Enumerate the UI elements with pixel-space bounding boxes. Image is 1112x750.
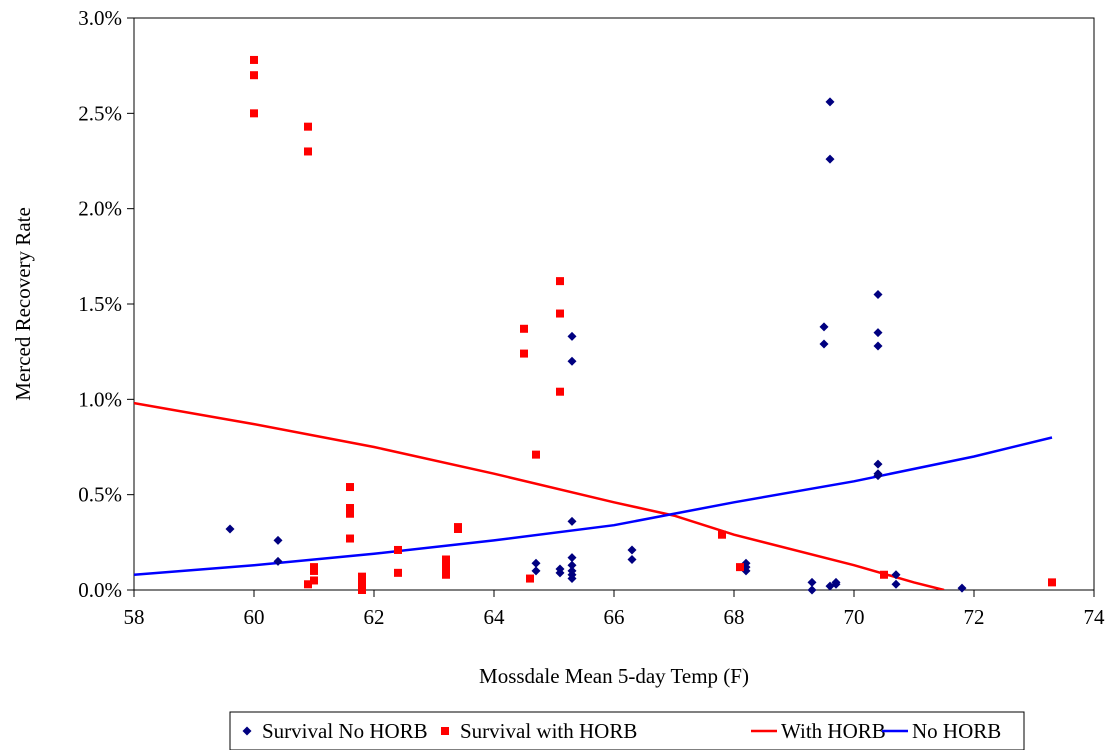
data-point — [520, 324, 528, 333]
x-tick-label: 66 — [604, 605, 625, 629]
data-point — [304, 147, 312, 156]
data-point — [873, 471, 883, 481]
y-axis-title: Merced Recovery Rate — [11, 207, 35, 401]
x-tick-label: 70 — [844, 605, 865, 629]
series-points — [250, 55, 1056, 594]
data-point — [250, 55, 258, 64]
legend-label: Survival with HORB — [460, 719, 637, 743]
data-point — [567, 553, 577, 563]
data-point — [454, 524, 462, 533]
data-point — [831, 577, 841, 587]
data-point — [736, 563, 744, 572]
data-point — [520, 349, 528, 358]
data-point — [567, 516, 577, 526]
data-point — [273, 556, 283, 566]
data-point — [394, 545, 402, 554]
data-point — [531, 558, 541, 568]
y-tick-label: 0.5% — [78, 483, 122, 507]
data-point — [346, 534, 354, 543]
data-point — [825, 154, 835, 164]
data-point — [891, 579, 901, 589]
data-point — [358, 572, 366, 581]
data-point — [346, 504, 354, 513]
data-point — [394, 568, 402, 577]
data-point — [567, 356, 577, 366]
data-point — [819, 339, 829, 349]
data-point — [718, 530, 726, 539]
x-axis-title: Mossdale Mean 5-day Temp (F) — [479, 664, 749, 688]
data-point — [310, 566, 318, 575]
x-tick-label: 60 — [244, 605, 265, 629]
data-point — [873, 341, 883, 351]
data-point — [555, 568, 565, 578]
y-tick-label: 3.0% — [78, 6, 122, 30]
data-point — [567, 560, 577, 570]
data-point — [873, 289, 883, 299]
legend-marker — [242, 726, 252, 736]
data-layer — [134, 55, 1056, 595]
x-axis-ticks: 58 60 62 64 66 68 70 72 74 — [124, 590, 1106, 629]
data-point — [556, 277, 564, 286]
legend-label: With HORB — [781, 719, 886, 743]
data-point — [891, 570, 901, 580]
data-point — [807, 577, 817, 587]
data-point — [225, 524, 235, 534]
data-point — [273, 535, 283, 545]
data-point — [310, 576, 318, 585]
series-points — [225, 97, 967, 595]
data-point — [358, 586, 366, 594]
data-point — [567, 574, 577, 584]
data-point — [346, 483, 354, 492]
series-line-group — [134, 436, 1053, 576]
plot-area — [133, 17, 1095, 591]
x-tick-label: 64 — [484, 605, 506, 629]
data-point — [556, 309, 564, 318]
data-point — [442, 565, 450, 574]
data-point — [346, 509, 354, 518]
data-point — [526, 574, 534, 583]
data-point — [627, 554, 637, 564]
x-tick-label: 74 — [1084, 605, 1106, 629]
data-point — [819, 322, 829, 332]
data-point — [1048, 578, 1056, 587]
legend: Survival No HORB Survival with HORB With H… — [229, 711, 1025, 750]
x-tick-label: 72 — [964, 605, 985, 629]
legend-marker — [441, 727, 449, 735]
x-tick-label: 58 — [124, 605, 145, 629]
data-point — [880, 570, 888, 579]
y-tick-label: 1.0% — [78, 387, 122, 411]
series-line — [134, 436, 1053, 576]
data-point — [442, 555, 450, 564]
x-tick-label: 68 — [724, 605, 745, 629]
y-tick-label: 2.5% — [78, 101, 122, 125]
y-tick-label: 1.5% — [78, 292, 122, 316]
data-point — [567, 331, 577, 341]
data-point — [250, 109, 258, 118]
data-point — [250, 71, 258, 80]
data-point — [532, 450, 540, 459]
data-point — [304, 580, 312, 589]
data-point — [873, 328, 883, 338]
data-point — [304, 122, 312, 131]
data-point — [556, 387, 564, 396]
data-point — [957, 583, 967, 593]
data-point — [807, 585, 817, 595]
legend-label: Survival No HORB — [262, 719, 428, 743]
data-point — [531, 566, 541, 576]
data-point — [442, 570, 450, 579]
data-point — [873, 459, 883, 469]
x-tick-label: 62 — [364, 605, 385, 629]
data-point — [825, 97, 835, 107]
y-tick-label: 2.0% — [78, 197, 122, 221]
y-axis-ticks: 0.0% 0.5% 1.0% 1.5% 2.0% 2.5% 3.0% — [78, 6, 134, 602]
data-point — [627, 545, 637, 555]
legend-label: No HORB — [912, 719, 1001, 743]
plot-frame — [133, 17, 1095, 591]
y-tick-label: 0.0% — [78, 578, 122, 602]
